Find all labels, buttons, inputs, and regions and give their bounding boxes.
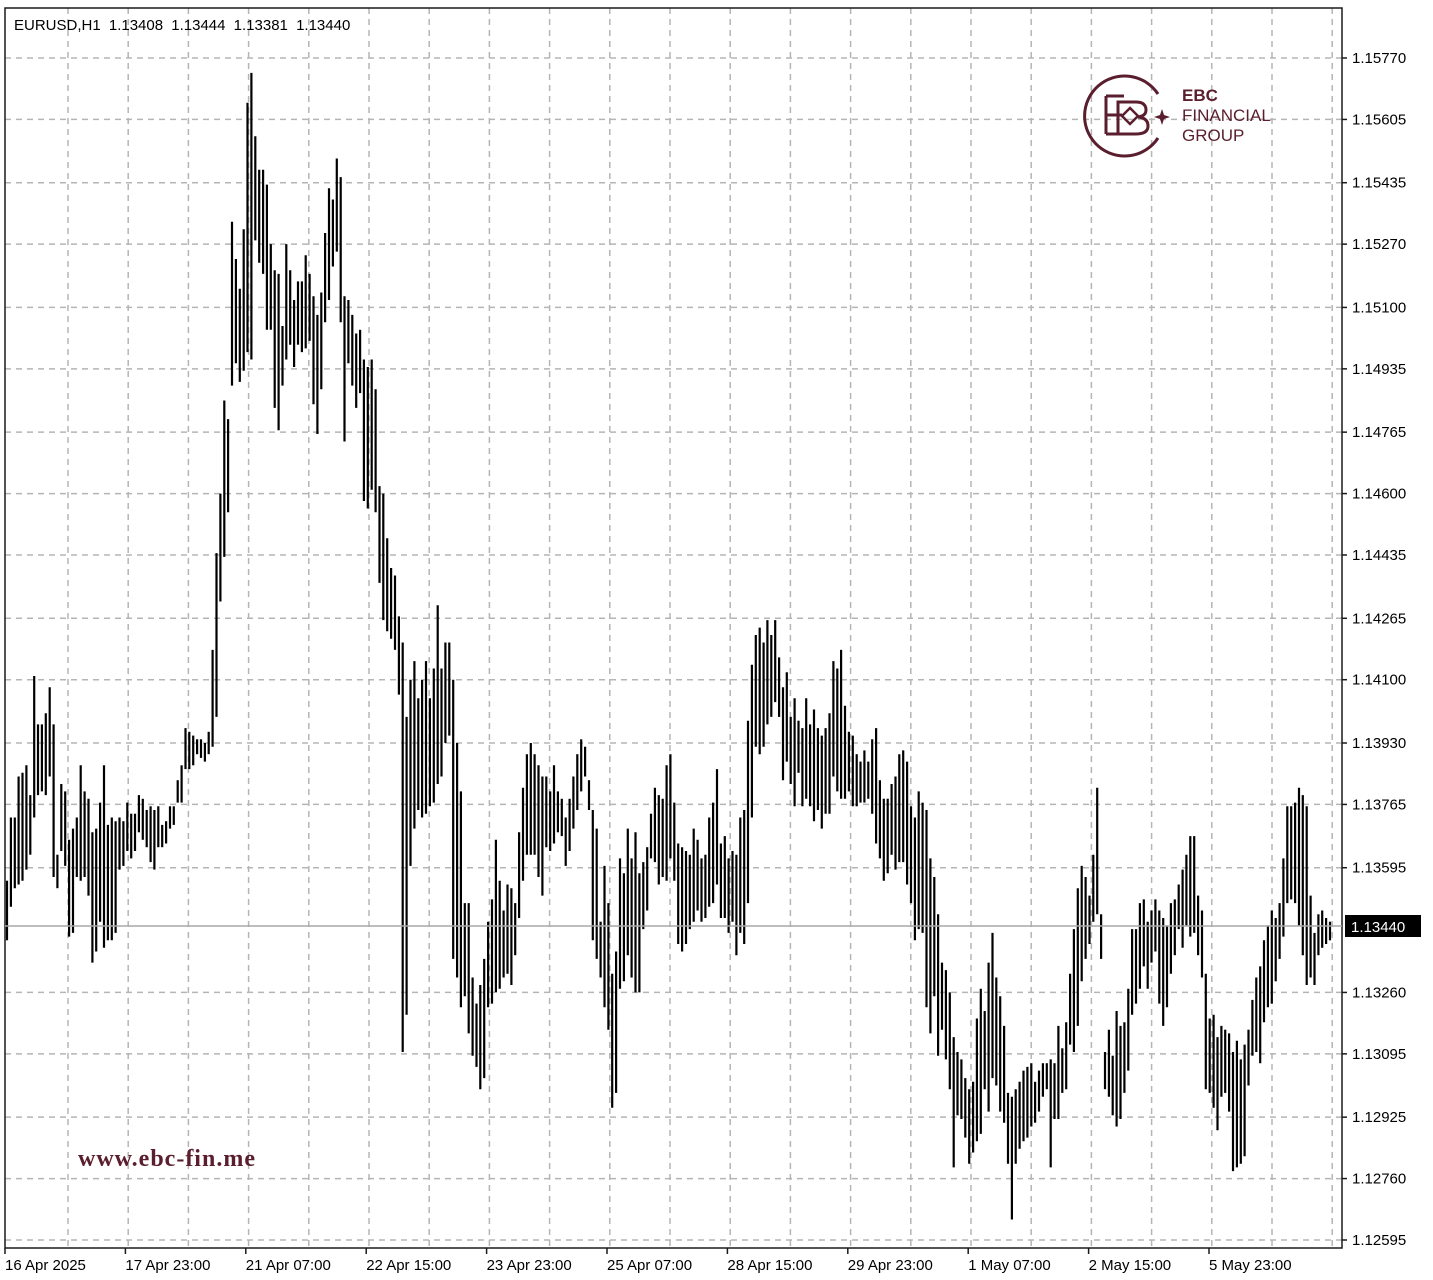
high-value: 1.13444 <box>171 17 226 34</box>
current-price-label: 1.13440 <box>1351 919 1405 936</box>
y-tick-label: 1.14265 <box>1352 610 1406 627</box>
x-tick-label: 22 Apr 15:00 <box>366 1257 451 1274</box>
y-tick-label: 1.12760 <box>1352 1171 1406 1188</box>
low-value: 1.13381 <box>233 17 288 34</box>
y-tick-label: 1.13930 <box>1352 735 1406 752</box>
x-tick-label: 16 Apr 2025 <box>5 1257 86 1274</box>
x-tick-label: 5 May 23:00 <box>1209 1257 1292 1274</box>
y-tick-label: 1.14765 <box>1352 424 1406 441</box>
x-tick-label: 21 Apr 07:00 <box>246 1257 331 1274</box>
price-axis: 1.15770 1.15605 1.15435 1.15270 1.15100 1.149… <box>1342 50 1406 1249</box>
open-value: 1.13408 <box>108 17 164 34</box>
chart-grid <box>5 8 1342 1248</box>
current-price-marker: 1.13440 <box>5 915 1421 937</box>
y-tick-label: 1.13765 <box>1352 796 1406 813</box>
y-tick-label: 1.12595 <box>1352 1232 1406 1249</box>
x-tick-label: 17 Apr 23:00 <box>125 1257 210 1274</box>
time-axis: 16 Apr 2025 17 Apr 23:00 21 Apr 07:00 22 Ap… <box>4 1248 1292 1274</box>
logo-line-2: FINANCIAL <box>1182 106 1271 125</box>
x-tick-label: 2 May 15:00 <box>1089 1257 1172 1274</box>
ebc-logo-icon <box>1083 74 1170 158</box>
current-price-box <box>1345 915 1421 937</box>
logo-line-1: EBC <box>1182 86 1218 105</box>
chart-frame <box>4 7 1343 1249</box>
y-tick-label: 1.14935 <box>1352 361 1406 378</box>
y-tick-label: 1.15770 <box>1352 50 1406 67</box>
y-tick-label: 1.15100 <box>1352 299 1406 316</box>
y-tick-label: 1.12925 <box>1352 1109 1406 1126</box>
y-tick-label: 1.15435 <box>1352 175 1406 192</box>
y-tick-label: 1.13095 <box>1352 1046 1406 1063</box>
x-tick-label: 29 Apr 23:00 <box>848 1257 933 1274</box>
y-tick-label: 1.13595 <box>1352 860 1406 877</box>
x-tick-label: 1 May 07:00 <box>968 1257 1051 1274</box>
y-tick-label: 1.15605 <box>1352 111 1406 128</box>
x-tick-label: 25 Apr 07:00 <box>607 1257 692 1274</box>
ebc-logo-wordmark: EBC FINANCIAL GROUP <box>1182 86 1271 146</box>
website-watermark: www.ebc-fin.me <box>78 1146 256 1172</box>
y-tick-label: 1.14100 <box>1352 672 1406 689</box>
y-tick-label: 1.15270 <box>1352 236 1406 253</box>
chart-info-line: EURUSD,H1 1.13408 1.13444 1.13381 1.1344… <box>14 17 354 34</box>
close-value: 1.13440 <box>296 17 351 34</box>
x-tick-label: 23 Apr 23:00 <box>487 1257 572 1274</box>
ebc-logo: EBC FINANCIAL GROUP <box>1080 72 1290 162</box>
y-tick-label: 1.14600 <box>1352 486 1406 503</box>
y-tick-label: 1.13260 <box>1352 984 1406 1001</box>
y-tick-label: 1.14435 <box>1352 547 1406 564</box>
x-tick-label: 28 Apr 15:00 <box>727 1257 812 1274</box>
price-bars <box>5 72 1332 1220</box>
symbol-label: EURUSD,H1 <box>14 17 101 34</box>
logo-line-3: GROUP <box>1182 126 1245 145</box>
